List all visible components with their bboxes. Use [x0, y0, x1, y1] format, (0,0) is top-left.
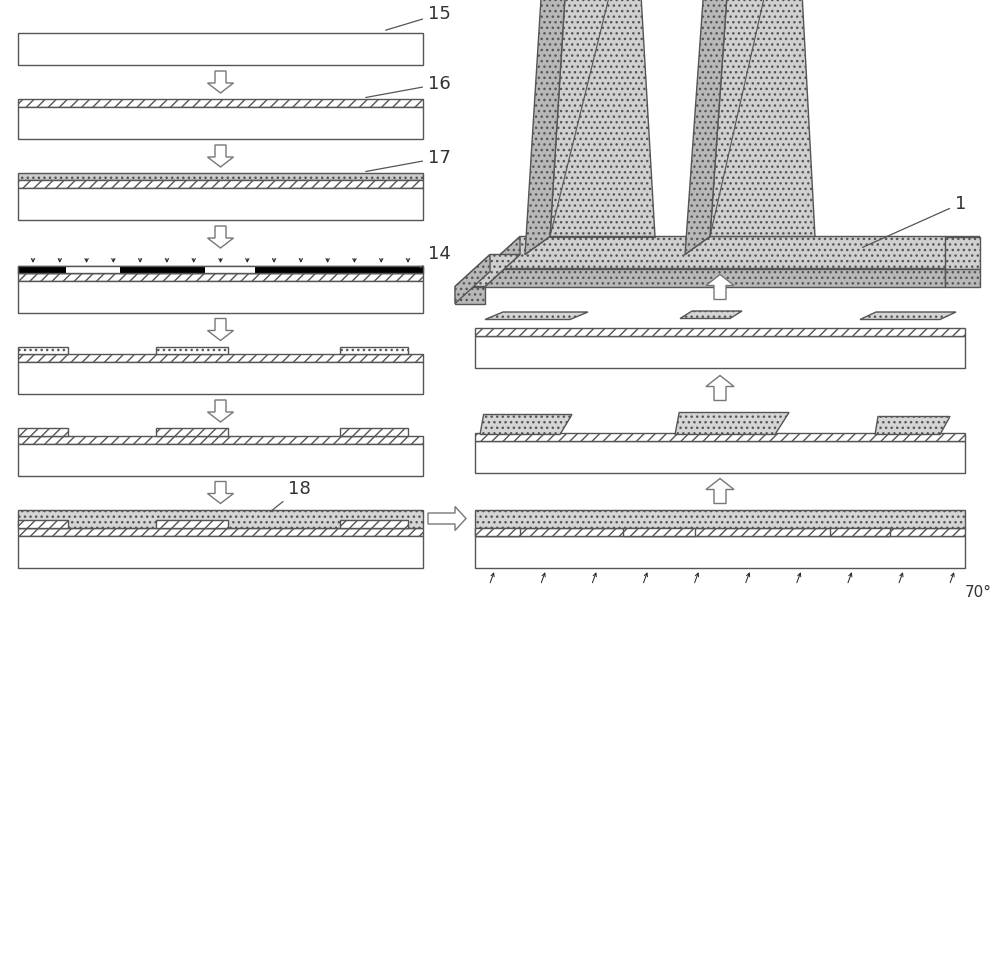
Bar [830, 528, 890, 535]
Polygon shape [208, 400, 234, 422]
Bar [623, 528, 695, 535]
Bar [18, 354, 423, 362]
Bar [18, 436, 423, 443]
Bar [18, 33, 423, 65]
Polygon shape [680, 311, 742, 318]
Text: 17: 17 [366, 149, 451, 171]
Bar [18, 180, 423, 188]
Bar [18, 188, 423, 220]
Polygon shape [428, 506, 466, 530]
Text: 16: 16 [366, 75, 451, 98]
Bar [18, 99, 423, 107]
Polygon shape [706, 478, 734, 503]
Bar [205, 266, 255, 273]
Bar [475, 509, 965, 528]
Bar [156, 428, 228, 436]
Bar [475, 433, 965, 440]
Bar [156, 520, 228, 528]
Bar [18, 528, 423, 535]
Text: 18: 18 [270, 479, 311, 512]
Polygon shape [945, 236, 980, 268]
Bar [18, 362, 423, 394]
Polygon shape [485, 236, 980, 268]
Polygon shape [485, 268, 945, 287]
Bar [18, 535, 423, 567]
Bar [18, 281, 423, 313]
Polygon shape [208, 481, 234, 503]
Polygon shape [208, 71, 234, 93]
Polygon shape [710, 0, 815, 236]
Bar [66, 266, 120, 273]
Polygon shape [208, 318, 234, 341]
Bar [18, 347, 68, 354]
Polygon shape [860, 312, 956, 319]
Bar [475, 528, 965, 535]
Polygon shape [455, 287, 485, 304]
Bar [475, 327, 965, 336]
Bar [475, 528, 520, 535]
Bar [340, 347, 408, 354]
Polygon shape [480, 414, 572, 435]
Polygon shape [706, 376, 734, 401]
Bar [475, 336, 965, 368]
Polygon shape [208, 226, 234, 248]
Polygon shape [485, 312, 588, 319]
Polygon shape [945, 268, 980, 287]
Polygon shape [550, 0, 655, 236]
Polygon shape [525, 0, 570, 255]
Polygon shape [485, 236, 520, 287]
Polygon shape [675, 412, 789, 435]
Polygon shape [685, 0, 735, 255]
Bar [18, 266, 423, 273]
Bar [18, 266, 423, 273]
Polygon shape [208, 145, 234, 167]
Polygon shape [875, 416, 950, 435]
Text: 70°: 70° [965, 585, 992, 600]
Polygon shape [706, 275, 734, 299]
Bar [18, 266, 423, 273]
Bar [18, 428, 68, 436]
Bar [18, 273, 423, 281]
Text: 14: 14 [420, 245, 451, 268]
Text: 1: 1 [863, 195, 966, 248]
Polygon shape [455, 255, 520, 287]
Polygon shape [455, 255, 490, 304]
Bar [156, 347, 228, 354]
Bar [340, 520, 408, 528]
Bar [18, 107, 423, 139]
Bar [475, 535, 965, 567]
Bar [18, 509, 423, 528]
Text: 15: 15 [386, 5, 451, 30]
Bar [475, 440, 965, 472]
Bar [18, 173, 423, 180]
Bar [18, 443, 423, 475]
Bar [18, 520, 68, 528]
Bar [340, 428, 408, 436]
